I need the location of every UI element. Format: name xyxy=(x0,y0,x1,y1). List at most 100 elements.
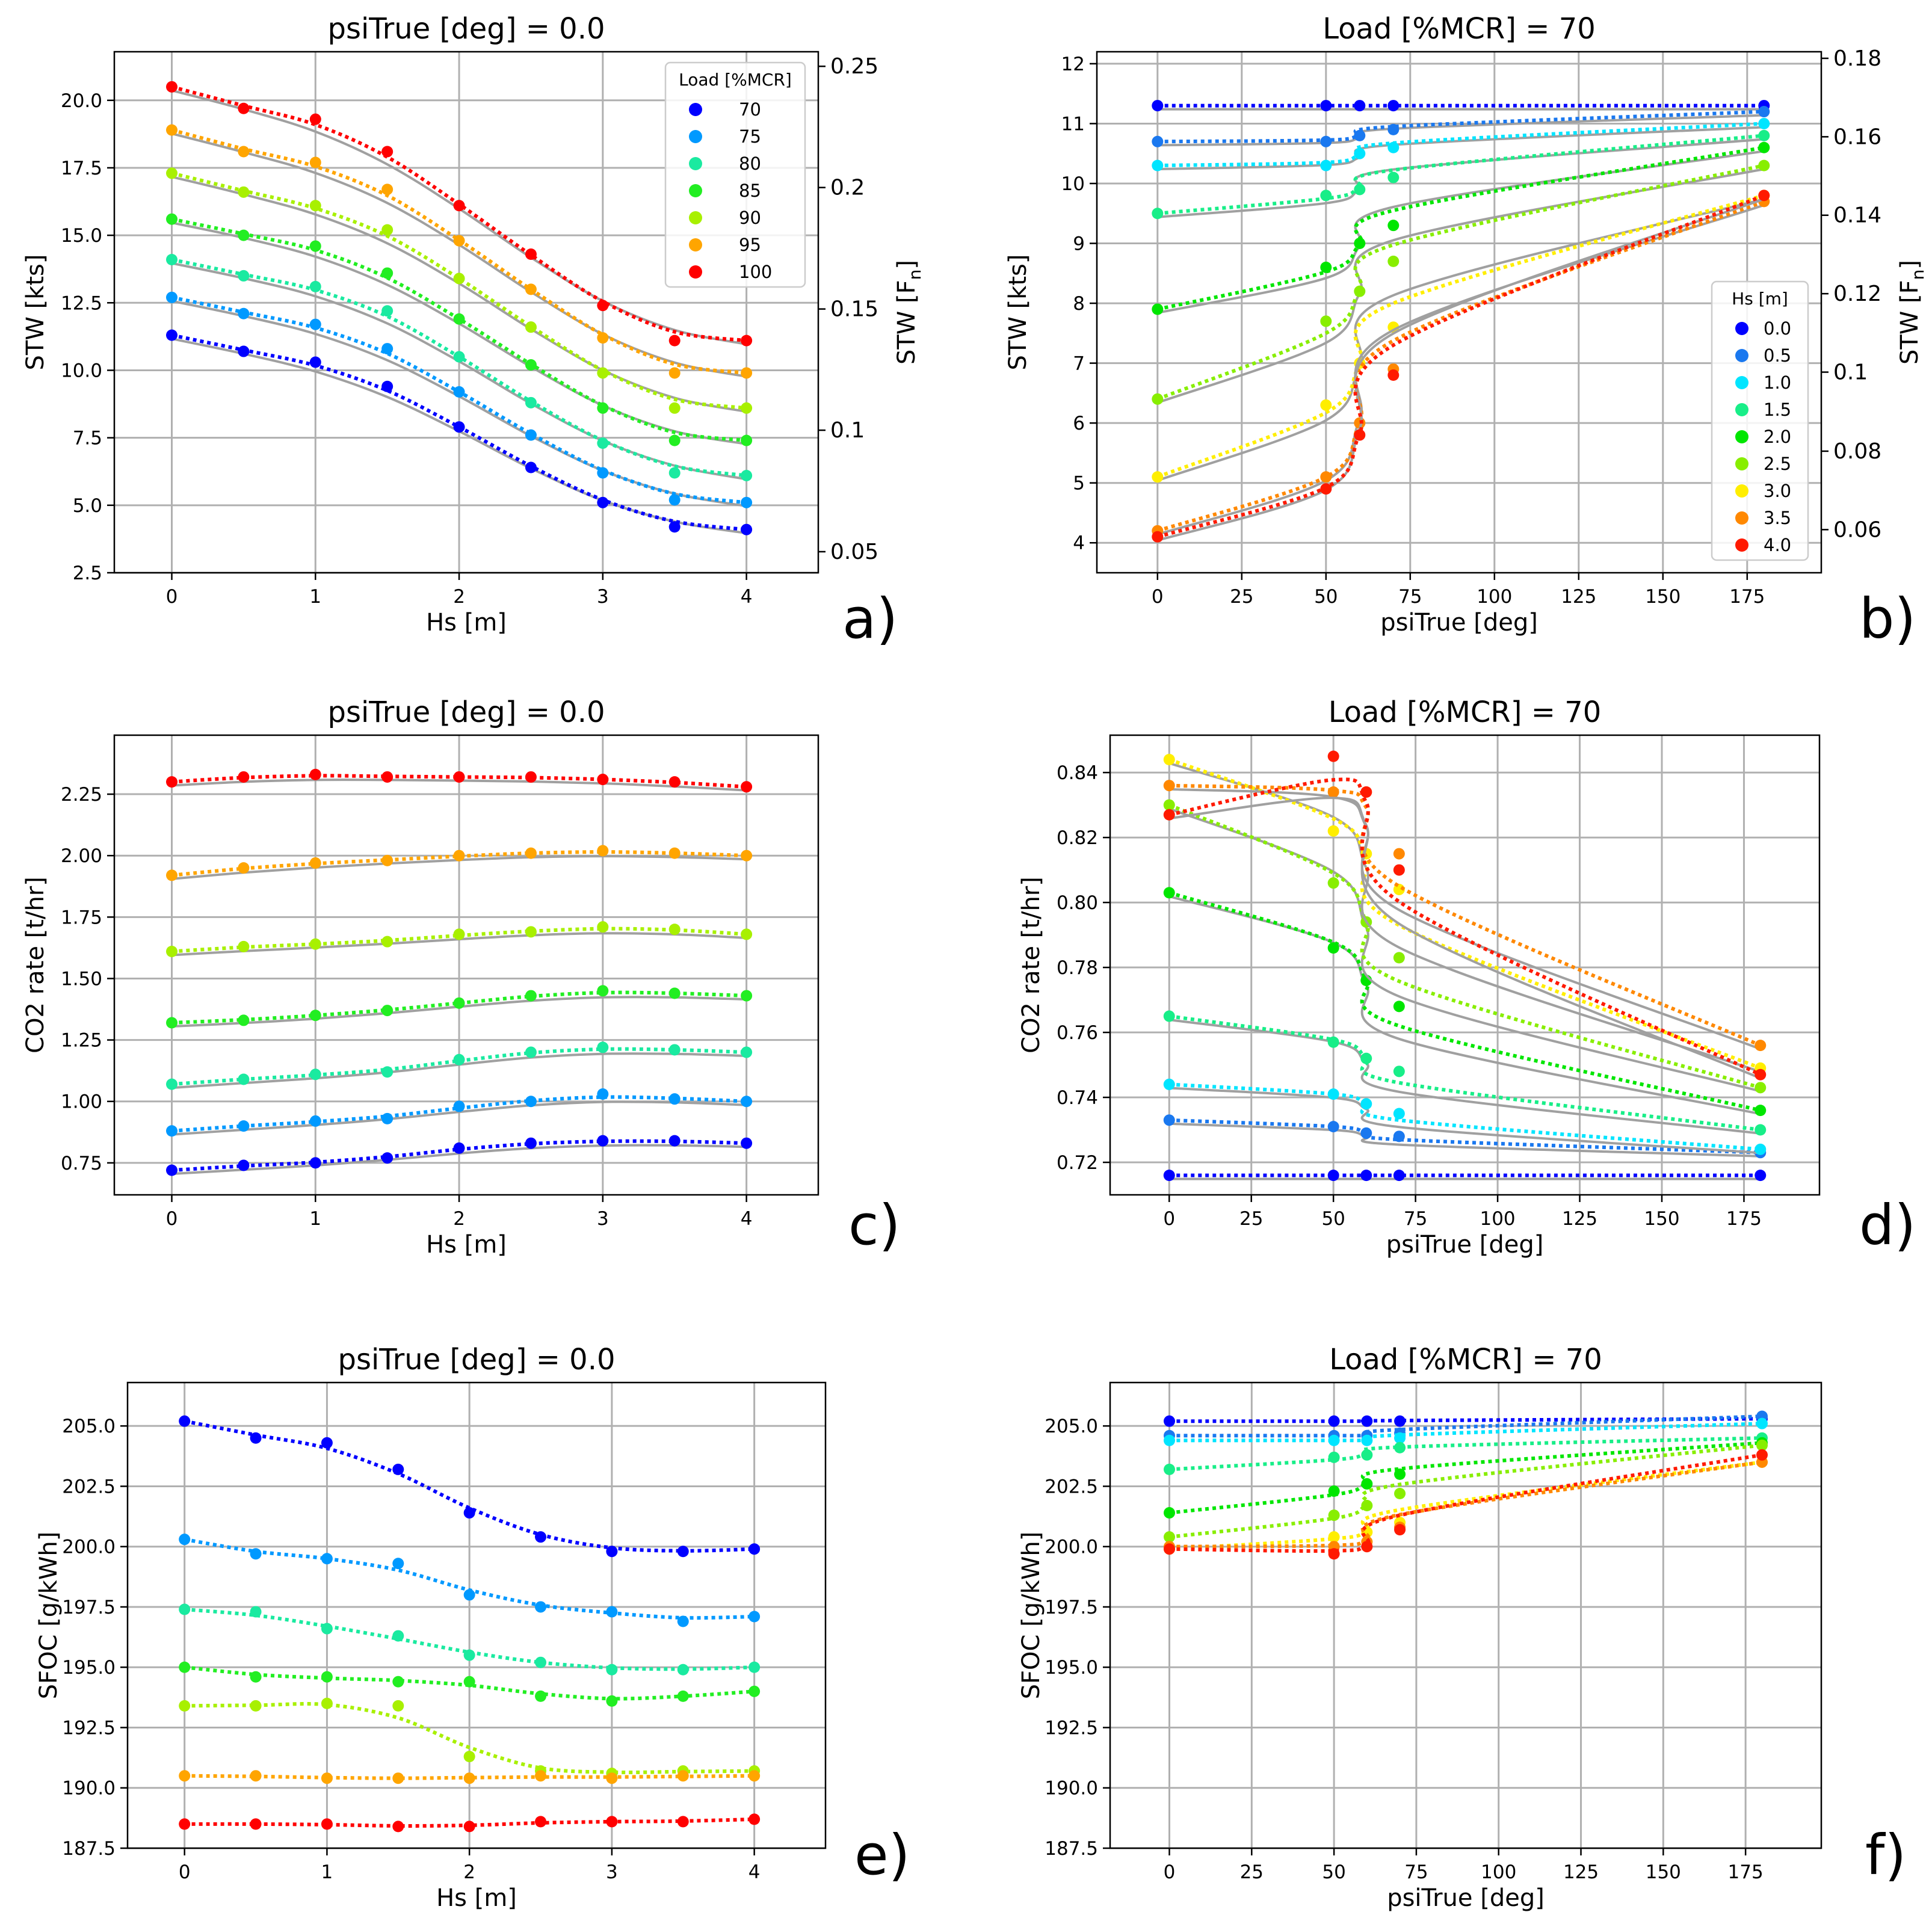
data-point xyxy=(453,928,465,940)
chart-title: psiTrue [deg] = 0.0 xyxy=(327,695,605,729)
data-point xyxy=(1163,809,1175,821)
data-point xyxy=(1755,1068,1767,1081)
data-point xyxy=(309,356,321,368)
y-tick-label: 0.74 xyxy=(1057,1087,1098,1109)
data-point xyxy=(453,313,465,325)
series-line-3.0 xyxy=(1156,194,1765,479)
axes-frame xyxy=(1109,734,1821,1196)
y-tick-label: 190.0 xyxy=(1045,1778,1098,1799)
data-point xyxy=(1164,1507,1175,1519)
y-tick-label: 10.0 xyxy=(61,360,102,381)
data-point xyxy=(525,1096,537,1108)
plot-area-a xyxy=(166,81,753,535)
data-point xyxy=(1393,1170,1405,1182)
legend-marker-3.5 xyxy=(1735,511,1748,525)
data-point xyxy=(309,1068,321,1081)
panel-a: 0 1 2 3 4 2.5 5.0 7.5 10.0 12.5 15.0 17.5 20.0 0.05 0.… xyxy=(22,12,925,651)
y-tick-label: 197.5 xyxy=(62,1597,116,1618)
y-axis-label: SFOC [g/kWh] xyxy=(1017,1532,1045,1700)
legend-marker-100 xyxy=(689,265,702,279)
y-right-tick-label: 0.2 xyxy=(830,176,865,200)
data-point xyxy=(1758,190,1770,202)
data-point xyxy=(1755,1105,1767,1117)
data-point xyxy=(250,1671,262,1683)
fit-curve xyxy=(1157,204,1765,536)
fit-curve xyxy=(1157,168,1765,404)
data-point xyxy=(748,1611,761,1623)
chart-title: Load [%MCR] = 70 xyxy=(1322,12,1596,46)
x-tick-label: 25 xyxy=(1230,586,1253,608)
data-point xyxy=(238,270,250,282)
data-point xyxy=(453,200,465,212)
x-axis-label: psiTrue [deg] xyxy=(1380,609,1538,637)
data-point xyxy=(238,940,250,952)
y-tick-label: 190.0 xyxy=(62,1778,116,1799)
data-point xyxy=(597,1041,609,1053)
data-point xyxy=(1328,1434,1340,1446)
y-tick-label: 195.0 xyxy=(1045,1657,1098,1679)
data-point xyxy=(166,291,178,303)
panel-d: 0 25 50 75 100 125 150 175 0.72 0.74 0.76 0.78 0.80 0… xyxy=(1017,695,1916,1259)
data-point xyxy=(381,380,393,392)
axes-frame xyxy=(113,734,819,1196)
y-tick-label: 1.25 xyxy=(61,1030,102,1052)
data-point xyxy=(463,1649,475,1661)
data-point xyxy=(1361,1415,1373,1427)
data-point xyxy=(1393,1108,1405,1120)
data-point xyxy=(238,1073,250,1085)
data-point xyxy=(1328,1415,1340,1427)
x-tick-label: 2 xyxy=(453,586,465,608)
data-point xyxy=(309,938,321,950)
data-point xyxy=(453,849,465,862)
data-point xyxy=(1327,1121,1339,1133)
y-tick-label: 7.5 xyxy=(73,428,102,449)
data-point xyxy=(1328,1451,1340,1463)
data-point xyxy=(453,1142,465,1154)
data-point xyxy=(321,1818,333,1830)
data-point xyxy=(166,1078,178,1090)
data-point xyxy=(1360,1098,1372,1110)
data-point xyxy=(606,1695,618,1707)
data-point xyxy=(453,771,465,783)
data-point xyxy=(1361,1449,1373,1461)
data-point xyxy=(1327,786,1339,798)
data-point xyxy=(1755,1124,1767,1136)
data-point xyxy=(453,421,465,433)
y-tick-label: 0.84 xyxy=(1057,762,1098,784)
data-point xyxy=(1152,303,1164,315)
data-point xyxy=(1387,321,1400,333)
data-point xyxy=(321,1553,333,1565)
data-point xyxy=(597,402,609,414)
data-point xyxy=(1387,369,1400,381)
y-tick-label: 195.0 xyxy=(62,1657,116,1679)
y-axis-label: CO2 rate [t/hr] xyxy=(22,877,49,1053)
data-point xyxy=(381,936,393,948)
legend-marker-90 xyxy=(689,211,702,224)
panel-label: b) xyxy=(1859,587,1916,651)
data-point xyxy=(1163,780,1175,792)
data-point xyxy=(1360,1127,1372,1139)
axes-frame xyxy=(126,1381,827,1849)
data-point xyxy=(597,332,609,344)
y-tick-label: 2.25 xyxy=(61,784,102,806)
y-right-axis-label: STW [Fn] xyxy=(893,260,925,365)
data-point xyxy=(381,1005,393,1017)
data-point xyxy=(453,235,465,247)
series-line-4.0 xyxy=(1156,194,1765,539)
legend-marker-95 xyxy=(689,238,702,251)
data-point xyxy=(677,1615,689,1627)
y-tick-label: 15.0 xyxy=(61,225,102,247)
data-point xyxy=(381,224,393,236)
legend-marker-70 xyxy=(689,103,702,116)
y-tick-label: 197.5 xyxy=(1045,1597,1098,1618)
data-point xyxy=(668,776,681,788)
y-axis-label: SFOC [g/kWh] xyxy=(35,1532,63,1700)
y-right-tick-label: 0.08 xyxy=(1833,439,1881,464)
y-right-tick-label: 0.1 xyxy=(830,418,865,443)
legend: Load [%MCR] 70 75 80 85 90 95 100 xyxy=(664,61,806,288)
data-point xyxy=(309,318,321,330)
series-line-95 xyxy=(171,128,747,375)
data-point xyxy=(597,367,609,379)
data-point xyxy=(309,1115,321,1127)
data-point xyxy=(668,1135,681,1147)
